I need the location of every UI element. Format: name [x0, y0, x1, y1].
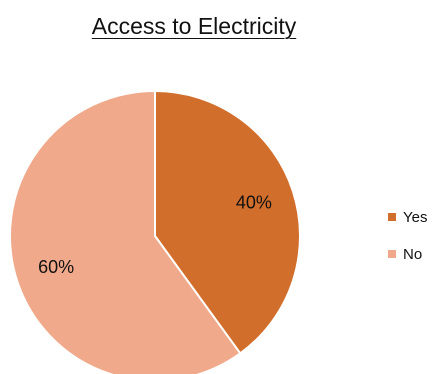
legend-label-no: No: [403, 245, 423, 263]
slice-label-no: 60%: [38, 257, 74, 277]
legend-swatch-no: [388, 250, 396, 258]
pie-slice-no: [9, 90, 242, 374]
pie-slice-labels: 40% 60%: [38, 193, 272, 277]
pie-slice-yes: [154, 90, 301, 355]
legend-swatch-yes: [388, 213, 396, 221]
legend-label-yes: Yes: [403, 208, 428, 226]
chart-title: Access to Electricity: [91, 13, 297, 39]
legend-item-yes: Yes: [388, 207, 427, 227]
legend: Yes No: [388, 207, 427, 281]
pie-slices: [9, 90, 301, 374]
legend-item-no: No: [388, 244, 427, 264]
slice-label-yes: 40%: [236, 193, 272, 213]
